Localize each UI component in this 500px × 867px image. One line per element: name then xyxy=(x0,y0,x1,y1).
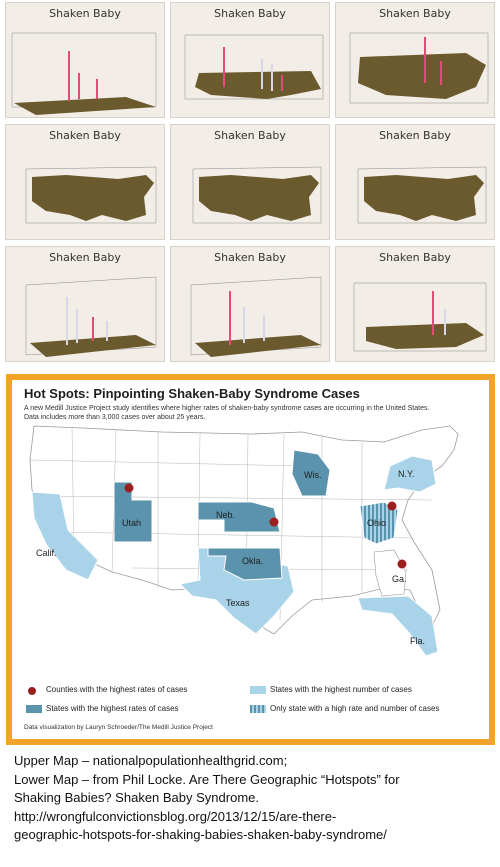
label-calif: Calif. xyxy=(36,548,57,558)
label-ohio: Ohio xyxy=(367,518,386,528)
thumbnail-7: Shaken Baby xyxy=(5,246,165,362)
state-ohio xyxy=(359,501,399,545)
thumbnail-title: Shaken Baby xyxy=(49,251,121,264)
state-okla xyxy=(207,547,283,581)
county-dot xyxy=(124,483,134,493)
county-dot xyxy=(397,559,407,569)
state-fla xyxy=(357,595,439,657)
us-3d-plot-tilted xyxy=(11,32,157,115)
thumbnail-1: Shaken Baby xyxy=(5,2,165,118)
legend-label: States with the highest number of cases xyxy=(270,685,412,694)
us-3d-bars xyxy=(25,276,157,357)
map-credit: Data visualization by Lauryn Schroeder/T… xyxy=(24,724,213,731)
caption-link[interactable]: geographic-hotspots-for-shaking-babies-s… xyxy=(14,827,387,842)
caption-line: Lower Map – from Phil Locke. Are There G… xyxy=(14,771,400,787)
thumbnail-grid: Shaken Baby Shaken Baby Shaken Baby xyxy=(0,0,500,368)
state-ga xyxy=(373,549,407,597)
thumbnail-title: Shaken Baby xyxy=(49,129,121,142)
label-wis: Wis. xyxy=(304,470,322,480)
label-ga: Ga. xyxy=(392,574,407,584)
label-ny: N.Y. xyxy=(398,469,414,479)
label-neb: Neb. xyxy=(216,510,235,520)
legend-label: Counties with the highest rates of cases xyxy=(46,685,188,694)
us-3d-plot-tilted xyxy=(349,32,489,104)
map-title: Hot Spots: Pinpointing Shaken-Baby Syndr… xyxy=(24,386,360,401)
state-ny xyxy=(383,455,437,493)
state-utah xyxy=(113,481,153,543)
thumbnail-title: Shaken Baby xyxy=(379,129,451,142)
thumbnail-4: Shaken Baby xyxy=(5,124,165,240)
source-caption: Upper Map – nationalpopulationhealthgrid… xyxy=(14,752,494,845)
thumbnail-title: Shaken Baby xyxy=(379,7,451,20)
thumbnail-title: Shaken Baby xyxy=(214,7,286,20)
legend-label: Only state with a high rate and number o… xyxy=(270,704,440,713)
map-description: A new Medill Justice Project study ident… xyxy=(24,405,430,421)
label-texas: Texas xyxy=(226,598,250,608)
state-calif xyxy=(31,491,99,581)
thumbnail-title: Shaken Baby xyxy=(49,7,121,20)
caption-line: Upper Map – nationalpopulationhealthgrid… xyxy=(14,753,288,768)
us-map-top-down xyxy=(357,166,487,224)
us-3d-bars xyxy=(190,276,322,357)
label-okla: Okla. xyxy=(242,556,263,566)
us-map-top-down xyxy=(192,166,322,224)
caption-link[interactable]: http://wrongfulconvictionsblog.org/2013/… xyxy=(14,808,337,824)
thumbnail-title: Shaken Baby xyxy=(214,251,286,264)
label-fla: Fla. xyxy=(410,636,425,646)
thumbnail-9: Shaken Baby xyxy=(335,246,495,362)
us-3d-bars xyxy=(353,282,487,352)
thumbnail-title: Shaken Baby xyxy=(379,251,451,264)
us-state-map: Wis. N.Y. Utah Neb. Ohio Calif. Okla. Te… xyxy=(29,425,459,657)
caption-line: Shaking Babies? Shaken Baby Syndrome. xyxy=(14,790,259,805)
label-utah: Utah xyxy=(122,518,141,528)
thumbnail-6: Shaken Baby xyxy=(335,124,495,240)
state-neb xyxy=(197,501,281,533)
county-dot xyxy=(269,517,279,527)
county-dot xyxy=(387,501,397,511)
thumbnail-title: Shaken Baby xyxy=(214,129,286,142)
us-3d-plot-tilted xyxy=(184,34,324,100)
legend-label: States with the highest rates of cases xyxy=(46,704,179,713)
thumbnail-8: Shaken Baby xyxy=(170,246,330,362)
hotspot-map-panel: Hot Spots: Pinpointing Shaken-Baby Syndr… xyxy=(6,374,495,745)
us-map-top-down xyxy=(25,166,157,224)
thumbnail-5: Shaken Baby xyxy=(170,124,330,240)
thumbnail-2: Shaken Baby xyxy=(170,2,330,118)
state-wis xyxy=(291,449,331,497)
thumbnail-3: Shaken Baby xyxy=(335,2,495,118)
